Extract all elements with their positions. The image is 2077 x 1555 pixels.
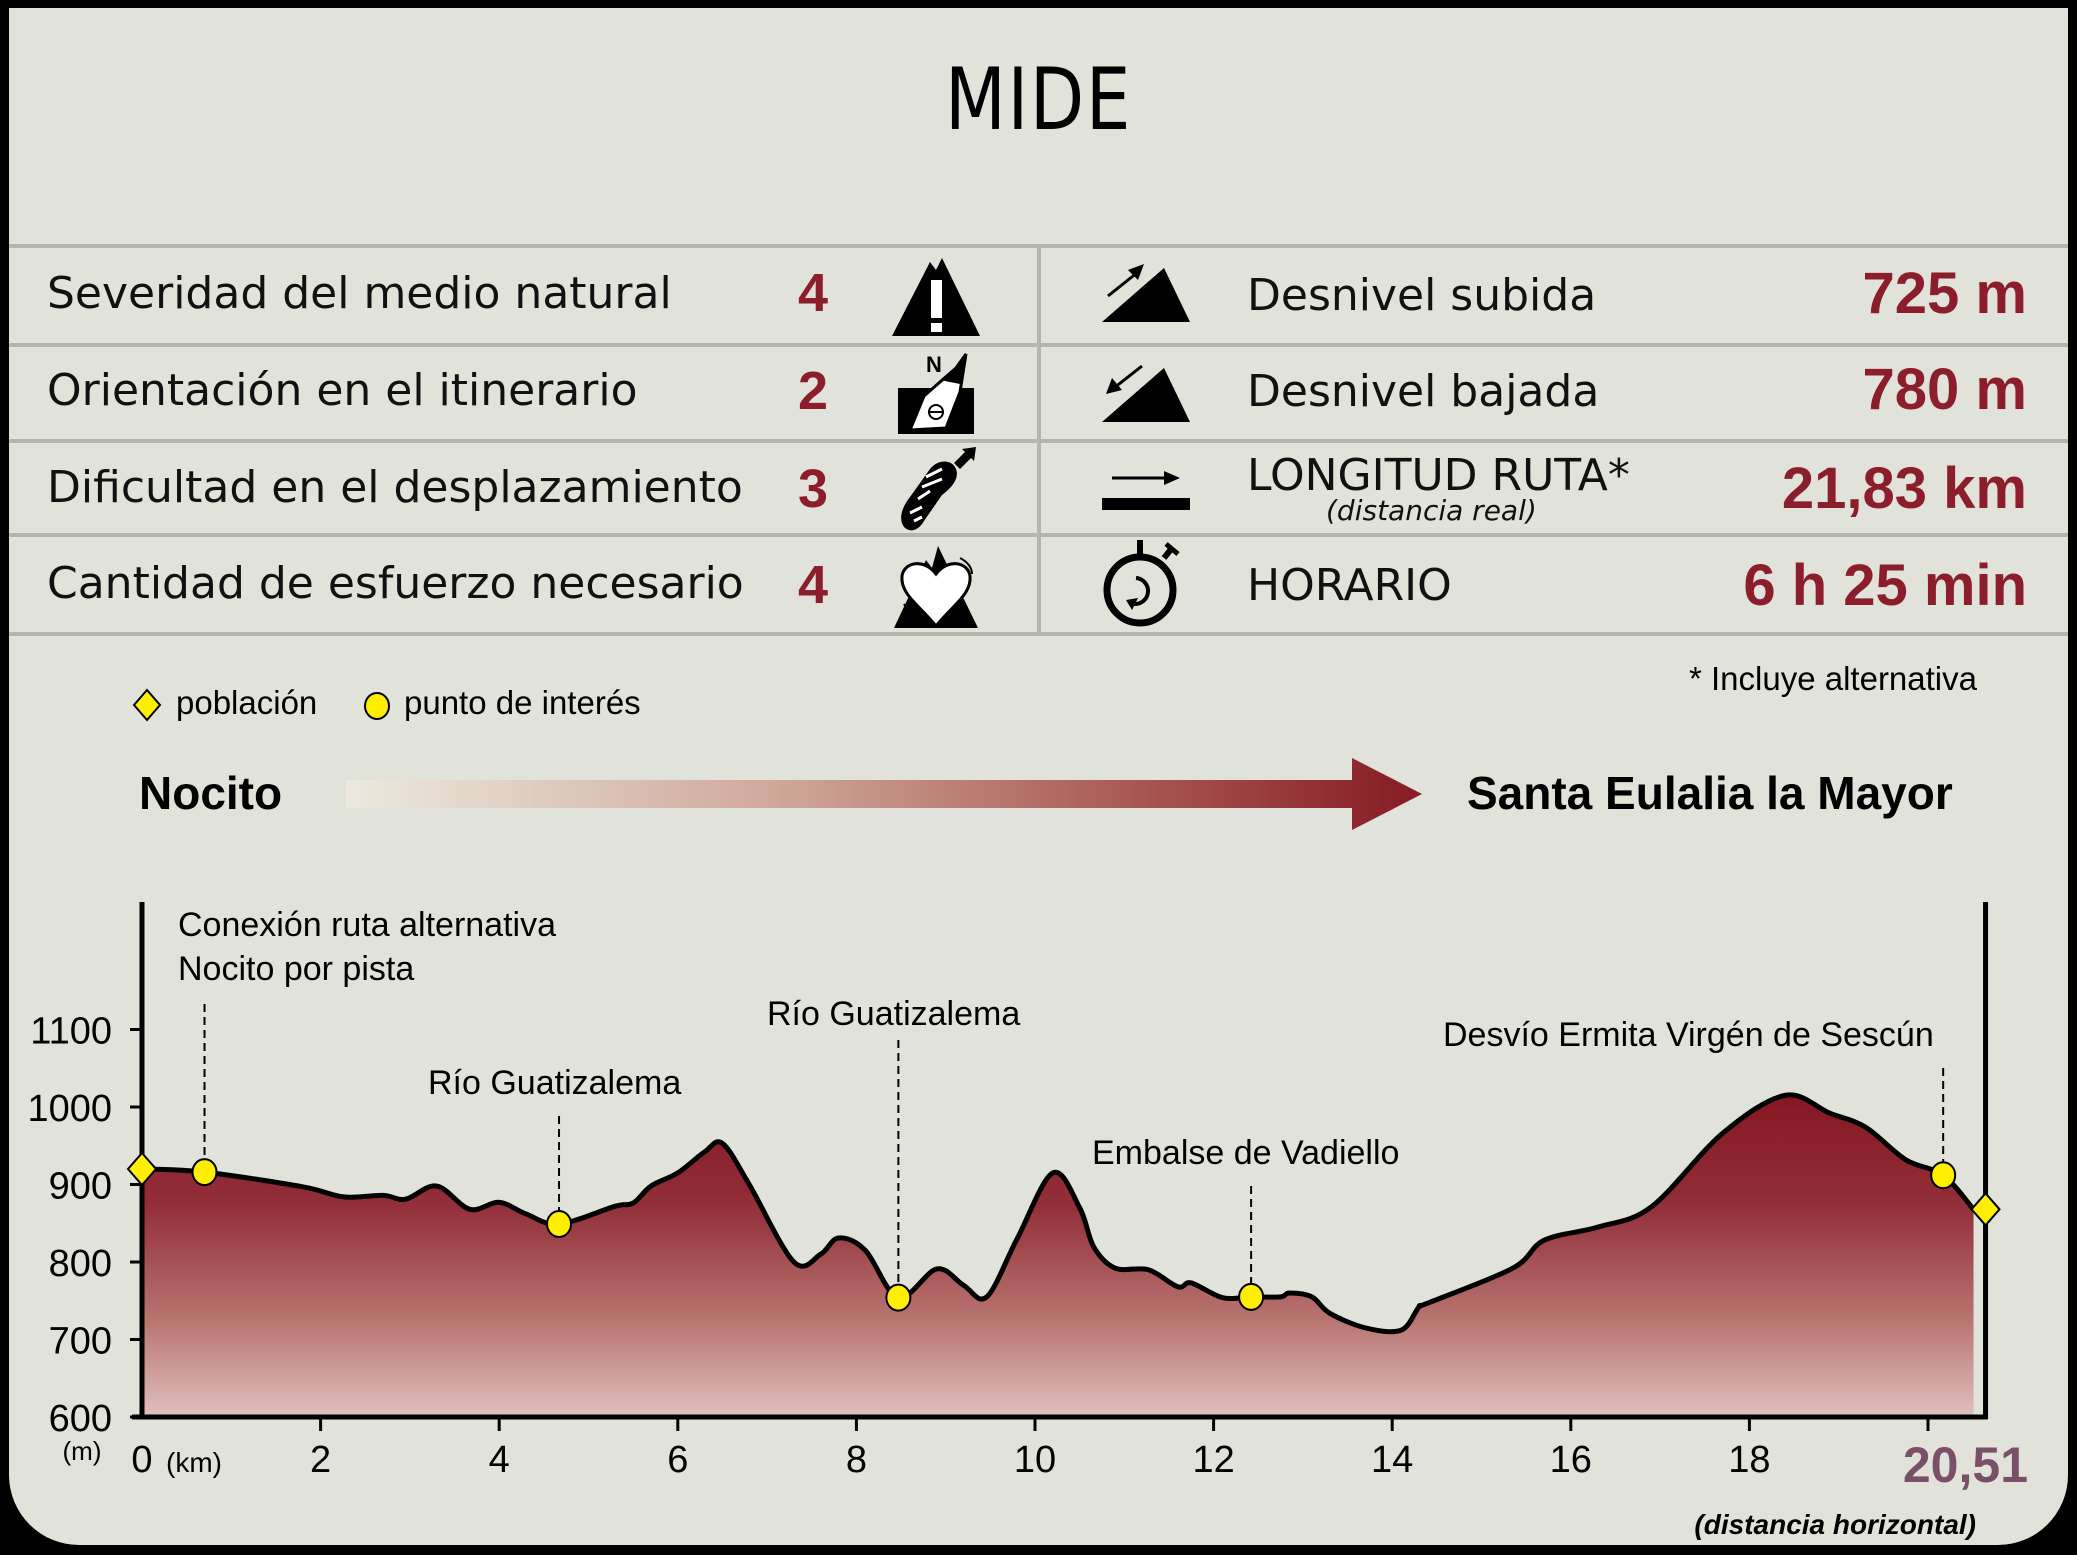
chart-markers [126, 1151, 2001, 1312]
legend-population: población [176, 684, 318, 721]
row-value: 780 m [1862, 357, 2027, 422]
row-label: Desnivel subida [1247, 270, 1597, 321]
poi-marker-icon [1238, 1282, 1265, 1311]
row-label: Cantidad de esfuerzo necesario [47, 558, 744, 609]
row-score: 2 [798, 361, 829, 421]
y-tick-label: 600 [49, 1398, 112, 1440]
y-unit-label: (m) [63, 1436, 102, 1466]
mountain-warning-icon [892, 258, 980, 336]
compass-icon: N [898, 352, 974, 434]
row-label: LONGITUD RUTA* [1247, 450, 1630, 501]
boot-sole-icon [901, 447, 976, 531]
chart-labels: Conexión ruta alternativa Nocito por pist… [178, 906, 1945, 1286]
poi-marker-icon [1930, 1161, 1957, 1190]
poi-label: Desvío Ermita Virgén de Sescún [1443, 1016, 1934, 1054]
row-value: 21,83 km [1781, 456, 2027, 521]
population-marker-icon [1970, 1191, 2001, 1227]
y-tick-label: 800 [49, 1243, 112, 1285]
x-unit-label: (km) [166, 1447, 222, 1478]
heart-mountain-icon [894, 546, 978, 629]
table-column-divider [1037, 245, 1041, 635]
x-tick-label: 2 [310, 1439, 331, 1481]
circle-marker-icon [364, 692, 390, 720]
elevation-fill [142, 1094, 1974, 1417]
stopwatch-icon [1103, 540, 1180, 627]
population-marker-icon [126, 1151, 158, 1187]
x-tick-label: 16 [1550, 1439, 1592, 1481]
row-score: 3 [798, 459, 829, 519]
row-value: 725 m [1862, 261, 2027, 326]
row-score: 4 [798, 555, 829, 615]
x-tick-label: 6 [667, 1439, 688, 1481]
poi-marker-icon [885, 1283, 912, 1312]
svg-text:N: N [926, 352, 942, 377]
ascent-icon [1102, 264, 1190, 322]
row-label: Severidad del medio natural [47, 268, 672, 319]
elevation-line [141, 1092, 1976, 1335]
x-tick-label: 8 [846, 1439, 867, 1481]
row-sublabel: (distancia real) [1326, 494, 1537, 527]
elevation-area [141, 1092, 1976, 1417]
x-tick-label: 0 [131, 1439, 152, 1481]
row-label: HORARIO [1247, 560, 1452, 611]
row-label: Desnivel bajada [1247, 366, 1600, 417]
chart-axes: 600 700 800 900 1000 1100 (m) 0 2 4 6 8 10 12 14 16 18 (k… [27, 902, 2028, 1540]
page-title: MIDE [944, 50, 1133, 150]
row-value: 6 h 25 min [1743, 553, 2027, 618]
row-score: 4 [798, 263, 829, 323]
y-tick-label: 700 [49, 1321, 112, 1363]
route-direction-arrow-icon [346, 758, 1422, 830]
poi-label: Nocito por pista [178, 950, 414, 988]
row-label: Orientación en el itinerario [47, 365, 638, 416]
x-tick-label: 18 [1728, 1439, 1770, 1481]
x-tick-label: 12 [1192, 1439, 1234, 1481]
y-tick-label: 1100 [30, 1011, 112, 1053]
y-tick-label: 1000 [27, 1088, 112, 1130]
footnote: * Incluye alternativa [1689, 660, 1977, 697]
poi-label: Río Guatizalema [428, 1064, 681, 1102]
row-label: Dificultad en el desplazamiento [47, 462, 743, 513]
x-tick-label: 4 [489, 1439, 510, 1481]
poi-label: Río Guatizalema [767, 995, 1020, 1033]
poi-label: Conexión ruta alternativa [178, 906, 556, 944]
diamond-marker-icon [132, 688, 162, 722]
legend-poi: punto de interés [404, 684, 641, 721]
descent-icon [1102, 364, 1190, 422]
route-start: Nocito [139, 767, 283, 819]
total-distance-label: 20,51 [1903, 1437, 2028, 1493]
distance-note: (distancia horizontal) [1694, 1509, 1976, 1540]
poi-label: Embalse de Vadiello [1092, 1134, 1399, 1172]
x-tick-label: 10 [1014, 1439, 1056, 1481]
route-end: Santa Eulalia la Mayor [1467, 767, 1953, 819]
y-tick-label: 900 [49, 1166, 112, 1208]
poi-marker-icon [191, 1158, 218, 1187]
x-tick-label: 14 [1371, 1439, 1413, 1481]
distance-icon [1102, 471, 1190, 510]
poi-marker-icon [546, 1210, 573, 1239]
